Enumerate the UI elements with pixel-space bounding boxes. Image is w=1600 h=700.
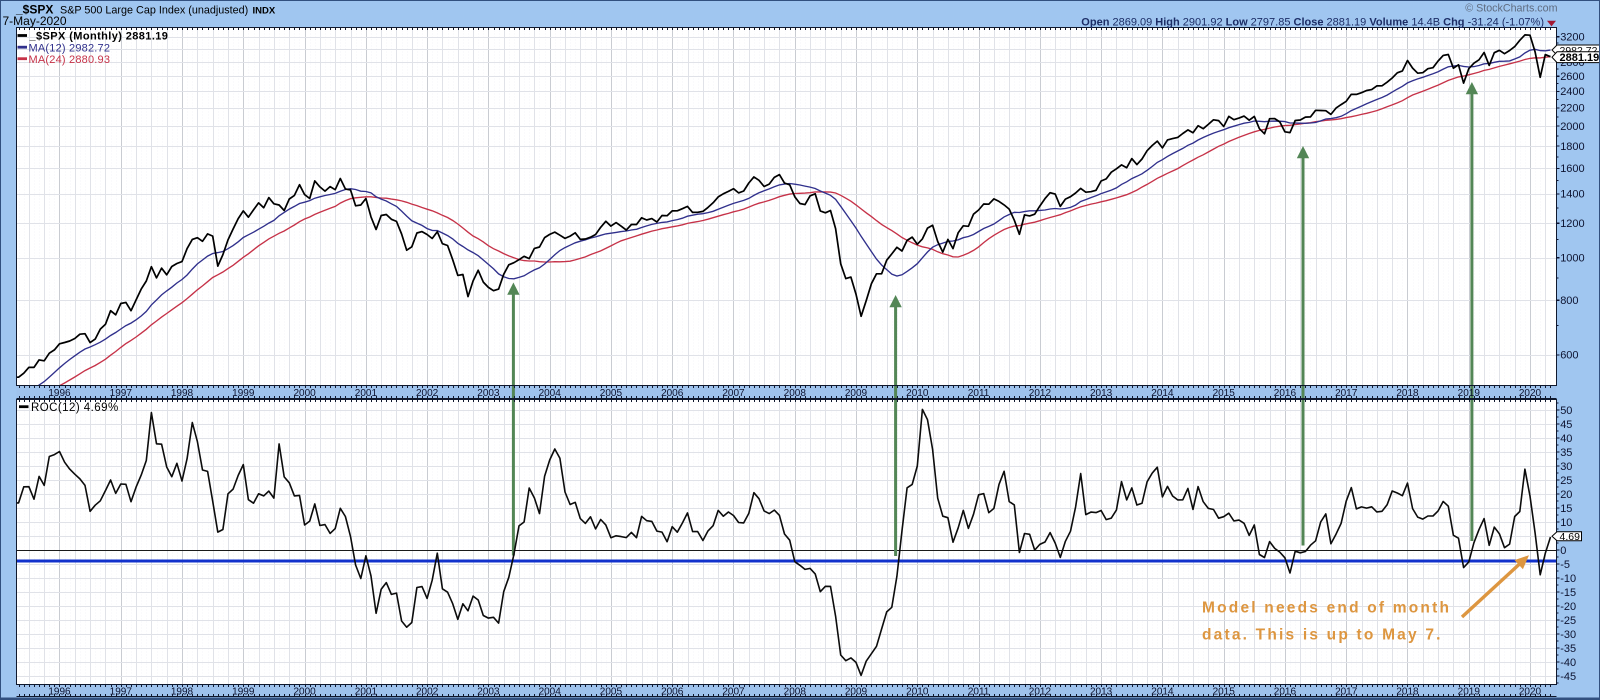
svg-text:MA(24) 2880.93: MA(24) 2880.93: [29, 54, 111, 66]
svg-text:1999: 1999: [232, 687, 255, 698]
svg-text:1996: 1996: [48, 687, 71, 698]
svg-text:2017: 2017: [1335, 687, 1358, 698]
svg-text:2012: 2012: [1029, 687, 1052, 698]
svg-text:2004: 2004: [539, 388, 562, 399]
svg-text:7-May-2020: 7-May-2020: [3, 14, 67, 28]
svg-text:2018: 2018: [1396, 687, 1419, 698]
svg-text:2014: 2014: [1151, 388, 1174, 399]
svg-text:_$SPX (Monthly) 2881.19: _$SPX (Monthly) 2881.19: [29, 31, 169, 43]
svg-text:2013: 2013: [1090, 687, 1113, 698]
svg-text:2010: 2010: [906, 388, 929, 399]
svg-text:45: 45: [1560, 419, 1572, 431]
svg-text:1998: 1998: [171, 687, 194, 698]
svg-text:35: 35: [1560, 447, 1572, 459]
svg-text:data. This is up to May 7.: data. This is up to May 7.: [1202, 627, 1443, 644]
svg-text:1997: 1997: [110, 388, 133, 399]
svg-text:2015: 2015: [1213, 388, 1236, 399]
svg-text:2006: 2006: [661, 687, 684, 698]
svg-text:-45: -45: [1560, 671, 1576, 683]
svg-text:1996: 1996: [48, 388, 71, 399]
svg-text:2400: 2400: [1560, 86, 1584, 98]
svg-text:Model needs end of month: Model needs end of month: [1202, 600, 1451, 617]
svg-text:-10: -10: [1560, 573, 1576, 585]
svg-text:-40: -40: [1560, 657, 1576, 669]
svg-text:2015: 2015: [1213, 687, 1236, 698]
svg-text:1400: 1400: [1560, 189, 1584, 201]
svg-text:Open 2869.09 High 2901.92 Lo: Open 2869.09 High 2901.92 Low 2797.85 Cl…: [1081, 16, 1544, 28]
svg-text:2009: 2009: [845, 687, 868, 698]
svg-text:2010: 2010: [906, 687, 929, 698]
svg-text:1200: 1200: [1560, 218, 1584, 230]
svg-text:600: 600: [1560, 350, 1578, 362]
svg-text:2012: 2012: [1029, 388, 1052, 399]
svg-text:-30: -30: [1560, 629, 1576, 641]
svg-text:1998: 1998: [171, 388, 194, 399]
svg-text:2009: 2009: [845, 388, 868, 399]
svg-text:2002: 2002: [416, 388, 439, 399]
svg-text:2005: 2005: [600, 687, 623, 698]
svg-text:0: 0: [1560, 545, 1566, 557]
svg-text:2014: 2014: [1151, 687, 1174, 698]
svg-text:INDX: INDX: [253, 6, 276, 17]
svg-text:S&P 500 Large Cap Index (unadj: S&P 500 Large Cap Index (unadjusted): [60, 5, 248, 17]
svg-text:2000: 2000: [293, 388, 316, 399]
svg-text:2200: 2200: [1560, 103, 1584, 115]
svg-text:2002: 2002: [416, 687, 439, 698]
svg-text:-5: -5: [1560, 559, 1570, 571]
svg-text:2005: 2005: [600, 388, 623, 399]
svg-text:2003: 2003: [477, 687, 500, 698]
svg-text:-20: -20: [1560, 601, 1576, 613]
svg-text:-15: -15: [1560, 587, 1576, 599]
svg-text:2000: 2000: [1560, 121, 1584, 133]
svg-text:2006: 2006: [661, 388, 684, 399]
svg-text:2016: 2016: [1274, 388, 1297, 399]
svg-text:1000: 1000: [1560, 253, 1584, 265]
svg-text:20: 20: [1560, 489, 1572, 501]
svg-text:2007: 2007: [722, 687, 745, 698]
svg-text:25: 25: [1560, 475, 1572, 487]
svg-text:1800: 1800: [1560, 141, 1584, 153]
svg-text:1600: 1600: [1560, 163, 1584, 175]
svg-text:MA(12) 2982.72: MA(12) 2982.72: [29, 42, 111, 54]
svg-text:© StockCharts.com: © StockCharts.com: [1465, 3, 1557, 15]
svg-text:2013: 2013: [1090, 388, 1113, 399]
svg-text:_$SPX: _$SPX: [15, 3, 53, 17]
svg-text:800: 800: [1560, 295, 1578, 307]
svg-text:2001: 2001: [355, 388, 378, 399]
svg-text:2019: 2019: [1458, 687, 1481, 698]
svg-text:2004: 2004: [539, 687, 562, 698]
svg-text:2007: 2007: [722, 388, 745, 399]
svg-text:1997: 1997: [110, 687, 133, 698]
svg-text:15: 15: [1560, 503, 1572, 515]
svg-text:2017: 2017: [1335, 388, 1358, 399]
svg-text:2020: 2020: [1519, 388, 1542, 399]
svg-text:-35: -35: [1560, 643, 1576, 655]
svg-text:1999: 1999: [232, 388, 255, 399]
svg-text:2011: 2011: [968, 388, 990, 399]
svg-text:3200: 3200: [1560, 31, 1584, 43]
svg-text:2008: 2008: [784, 388, 807, 399]
svg-text:2000: 2000: [293, 687, 316, 698]
svg-text:2019: 2019: [1458, 388, 1481, 399]
svg-text:30: 30: [1560, 461, 1572, 473]
svg-text:ROC(12) 4.69%: ROC(12) 4.69%: [31, 402, 119, 414]
svg-text:2008: 2008: [784, 687, 807, 698]
svg-text:2003: 2003: [477, 388, 500, 399]
svg-text:2001: 2001: [355, 687, 378, 698]
svg-text:10: 10: [1560, 517, 1572, 529]
svg-text:40: 40: [1560, 433, 1572, 445]
svg-text:2018: 2018: [1396, 388, 1419, 399]
svg-text:2011: 2011: [968, 687, 990, 698]
svg-text:2881.19: 2881.19: [1560, 52, 1600, 64]
svg-text:50: 50: [1560, 405, 1572, 417]
svg-text:2016: 2016: [1274, 687, 1297, 698]
svg-text:2020: 2020: [1519, 687, 1542, 698]
svg-text:2600: 2600: [1560, 71, 1584, 83]
svg-text:-25: -25: [1560, 615, 1576, 627]
svg-text:4.69: 4.69: [1560, 531, 1581, 543]
